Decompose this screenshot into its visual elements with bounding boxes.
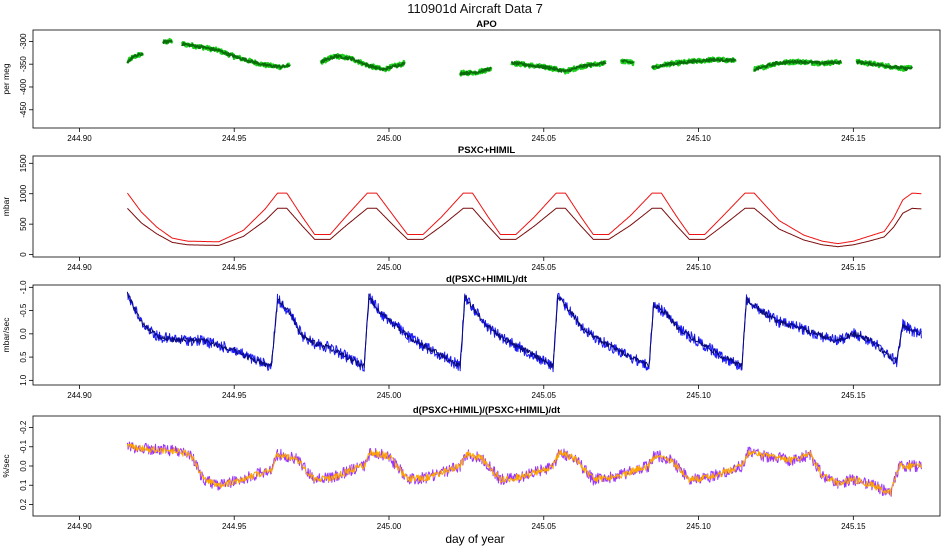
series-line (126, 443, 922, 496)
series-line (126, 441, 922, 497)
y-axis-label: per meg (1, 63, 11, 94)
panel-title: PSXC+HIMIL (458, 145, 515, 156)
y-tick-label: -0.5 (19, 303, 28, 317)
series-2 (126, 443, 922, 496)
x-tick-label: 245.10 (686, 391, 711, 400)
y-tick-label: 1500 (19, 154, 28, 172)
series-line (162, 39, 173, 44)
series-line (320, 54, 406, 72)
plot-area (127, 192, 922, 248)
x-tick-label: 245.05 (532, 391, 557, 400)
plot-area (126, 37, 913, 77)
series-line (127, 207, 922, 248)
series-2 (126, 291, 922, 370)
series-1 (127, 192, 922, 245)
y-tick-label: -0.1 (19, 439, 28, 453)
series-1 (127, 292, 922, 373)
panel-2: PSXC+HIMIL mbar 244.90 244.95 245.00 245.05 24… (1, 145, 941, 272)
panel-frame (32, 155, 941, 258)
series-1 (126, 441, 922, 497)
series-line (181, 41, 291, 70)
x-tick-label: 244.95 (222, 134, 247, 143)
series-2 (127, 207, 922, 248)
y-tick-label: -400 (19, 78, 28, 95)
series-1 (126, 37, 913, 77)
x-axis-label: day of year (445, 532, 504, 546)
y-tick-label: 0 (19, 252, 28, 257)
plot-area (126, 441, 922, 497)
panel-4: d(PSXC+HIMIL)/(PSXC+HIMIL)/dt %/sec 244.90… (1, 405, 941, 531)
x-tick-label: 245.00 (377, 134, 402, 143)
y-axis-label: mbar/sec (1, 317, 11, 353)
panel-frame (32, 284, 941, 386)
plot-area (126, 291, 922, 373)
x-tick-label: 245.05 (532, 134, 557, 143)
y-tick-label: 500 (19, 217, 28, 231)
y-axis-label: mbar (1, 197, 11, 217)
panels: APO per meg 244.90 244.95 245.00 245.05 245.10… (1, 19, 941, 531)
panel-title: APO (476, 19, 497, 30)
x-tick-label: 244.90 (67, 391, 92, 400)
x-tick-label: 244.95 (222, 391, 247, 400)
y-tick-label: -300 (19, 33, 28, 50)
figure-title: 110901d Aircraft Data 7 (407, 1, 543, 16)
panel-1: APO per meg 244.90 244.95 245.00 245.05 245.10… (1, 19, 941, 143)
series-2 (126, 39, 913, 76)
x-tick-label: 245.10 (686, 134, 711, 143)
series-line (855, 60, 913, 72)
series-line (127, 292, 922, 373)
x-tick-label: 245.10 (686, 263, 711, 272)
x-tick-label: 244.90 (67, 263, 92, 272)
y-tick-label: 0.5 (19, 351, 28, 363)
x-tick-label: 245.15 (841, 134, 866, 143)
x-tick-label: 245.00 (377, 263, 402, 272)
x-tick-label: 245.15 (841, 391, 866, 400)
y-tick-label: -0.2 (19, 420, 28, 434)
y-tick-label: 0.0 (19, 328, 28, 340)
series-line (126, 52, 144, 64)
x-tick-label: 244.95 (222, 522, 247, 531)
y-tick-label: 1.0 (19, 374, 28, 386)
y-tick-label: -450 (19, 101, 28, 118)
x-tick-label: 245.10 (686, 522, 711, 531)
series-line (127, 192, 922, 245)
y-tick-label: 0.0 (19, 460, 28, 472)
panel-title: d(PSXC+HIMIL)/(PSXC+HIMIL)/dt (413, 405, 561, 416)
x-tick-label: 244.90 (67, 134, 92, 143)
y-tick-label: -1.0 (19, 280, 28, 294)
series-line (126, 291, 922, 370)
y-tick-label: 0.1 (19, 479, 28, 491)
x-tick-label: 245.15 (841, 522, 866, 531)
y-tick-label: -350 (19, 56, 28, 73)
y-tick-label: 1000 (19, 184, 28, 202)
panel-title: d(PSXC+HIMIL)/dt (446, 274, 528, 285)
series-line (753, 59, 842, 72)
x-tick-label: 245.05 (532, 263, 557, 272)
x-tick-label: 245.00 (377, 522, 402, 531)
x-tick-label: 245.00 (377, 391, 402, 400)
series-line (459, 66, 492, 76)
y-tick-label: 0.2 (19, 498, 28, 510)
x-tick-label: 244.95 (222, 263, 247, 272)
y-axis-label: %/sec (1, 454, 11, 478)
x-tick-label: 244.90 (67, 522, 92, 531)
series-line (651, 57, 737, 69)
x-tick-label: 245.05 (532, 522, 557, 531)
panel-3: d(PSXC+HIMIL)/dt mbar/sec 244.90 244.95 245.… (1, 274, 941, 400)
panel-frame (32, 29, 941, 129)
series-line (620, 59, 635, 65)
x-tick-label: 245.15 (841, 263, 866, 272)
series-line (510, 60, 607, 73)
